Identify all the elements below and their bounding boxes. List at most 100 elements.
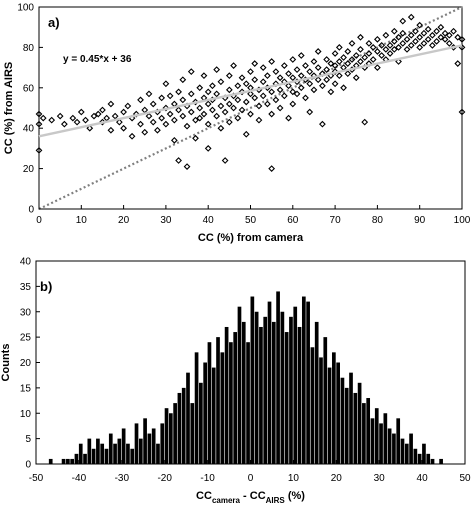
scatter-point bbox=[285, 82, 292, 90]
histogram-bar bbox=[310, 347, 315, 464]
scatter-point bbox=[238, 106, 246, 114]
y-tick-label: 40 bbox=[20, 257, 32, 268]
y-tick-label: 5 bbox=[25, 434, 31, 445]
scatter-point bbox=[437, 33, 445, 41]
scatter-point bbox=[420, 39, 428, 47]
histogram-bar bbox=[186, 372, 190, 464]
scatter-point bbox=[395, 44, 402, 51]
histogram-bar bbox=[168, 413, 173, 464]
scatter-point bbox=[441, 29, 449, 37]
y-axis-label: Counts bbox=[0, 344, 12, 382]
scatter-point bbox=[276, 86, 284, 94]
x-tick-label: 10 bbox=[288, 473, 300, 484]
scatter-point bbox=[331, 62, 339, 69]
scatter-panel: 0 10 20 30 40 50 60 70 80 90 100 0 20 40 60 80 100 a) y… bbox=[3, 3, 471, 245]
histogram-bar bbox=[306, 301, 310, 464]
scatter-point bbox=[204, 100, 212, 108]
scatter-point bbox=[382, 46, 390, 53]
histogram-bar bbox=[370, 418, 375, 464]
scatter-point bbox=[433, 27, 440, 35]
histogram-bar bbox=[323, 337, 328, 464]
scatter-point bbox=[403, 46, 411, 53]
x-tick-label: 60 bbox=[287, 215, 299, 226]
scatter-point bbox=[204, 88, 212, 96]
histogram-bar bbox=[83, 453, 87, 464]
scatter-point bbox=[361, 118, 369, 126]
scatter-point bbox=[374, 35, 381, 43]
scatter-point bbox=[56, 112, 64, 120]
histogram-bar bbox=[177, 392, 182, 464]
scatter-point bbox=[234, 114, 242, 122]
scatter-point bbox=[251, 94, 259, 102]
scatter-point bbox=[187, 68, 195, 76]
x-tick-label: 40 bbox=[203, 215, 215, 226]
y-tick-label: 0 bbox=[25, 460, 31, 471]
scatter-point bbox=[196, 84, 204, 92]
scatter-point bbox=[255, 116, 263, 124]
x-axis-ticks: -50 -40 -30 -20 -10 0 10 20 30 40 50 bbox=[29, 460, 471, 484]
scatter-point bbox=[352, 52, 360, 59]
scatter-point bbox=[175, 157, 182, 164]
scatter-point bbox=[213, 90, 221, 98]
scatter-point bbox=[289, 74, 297, 82]
histogram-bar bbox=[216, 337, 220, 464]
y-axis-ticks: 0 20 40 60 80 100 bbox=[17, 3, 43, 216]
scatter-point bbox=[357, 46, 364, 53]
histogram-bar bbox=[263, 316, 268, 464]
scatter-point bbox=[213, 66, 221, 73]
scatter-point bbox=[390, 46, 398, 53]
x-axis-label: CCcamera - CCAIRS (%) bbox=[196, 490, 305, 505]
scatter-point bbox=[403, 35, 411, 43]
scatter-point bbox=[221, 157, 229, 164]
scatter-point bbox=[158, 114, 166, 122]
panel-label-b: b) bbox=[40, 279, 52, 294]
scatter-point bbox=[35, 120, 43, 128]
scatter-point bbox=[209, 106, 216, 114]
scatter-point bbox=[323, 66, 331, 73]
histogram-bar bbox=[314, 321, 319, 464]
scatter-point bbox=[314, 64, 322, 71]
xlabel-sub-2: AIRS bbox=[266, 496, 286, 505]
x-tick-label: 0 bbox=[248, 473, 254, 484]
scatter-point bbox=[179, 112, 187, 120]
scatter-point bbox=[115, 118, 123, 126]
scatter-point bbox=[247, 68, 254, 76]
scatter-point bbox=[128, 132, 136, 140]
scatter-point bbox=[48, 116, 56, 124]
scatter-point bbox=[242, 130, 250, 138]
histogram-bar bbox=[126, 443, 130, 464]
scatter-point bbox=[420, 29, 428, 37]
histogram-bar bbox=[332, 352, 336, 464]
scatter-point bbox=[441, 35, 449, 43]
scatter-point bbox=[458, 108, 466, 116]
histogram-bar bbox=[194, 352, 199, 464]
histogram-bar bbox=[121, 428, 126, 464]
scatter-point bbox=[424, 25, 432, 33]
y-axis-label: CC (%) from AIRS bbox=[3, 62, 15, 154]
scatter-point bbox=[395, 33, 402, 41]
xlabel-tail: (%) bbox=[285, 490, 306, 502]
x-tick-label: 30 bbox=[160, 215, 172, 226]
fit-equation-annotation: y = 0.45*x + 36 bbox=[63, 54, 132, 65]
scatter-point bbox=[416, 33, 424, 41]
scatter-point bbox=[382, 31, 390, 39]
scatter-point bbox=[297, 84, 305, 92]
x-tick-label: 10 bbox=[76, 215, 88, 226]
histogram-bar bbox=[271, 321, 276, 464]
y-tick-label: 20 bbox=[23, 164, 35, 175]
x-tick-label: 70 bbox=[330, 215, 342, 226]
scatter-point bbox=[280, 92, 288, 100]
regression-fit-line bbox=[38, 44, 463, 138]
histogram-bar bbox=[426, 453, 431, 464]
scatter-point bbox=[399, 29, 407, 37]
y-tick-label: 20 bbox=[20, 358, 32, 369]
scatter-point bbox=[285, 114, 292, 122]
scatter-point bbox=[302, 62, 309, 69]
y-tick-label: 30 bbox=[20, 307, 32, 318]
histogram-bar bbox=[379, 423, 383, 464]
y-axis-ticks: 0 5 10 15 20 25 30 35 40 bbox=[20, 257, 40, 471]
histogram-bar bbox=[267, 301, 272, 464]
histogram-bar bbox=[211, 367, 216, 464]
scatter-point bbox=[77, 108, 85, 116]
histogram-bar bbox=[207, 342, 212, 464]
